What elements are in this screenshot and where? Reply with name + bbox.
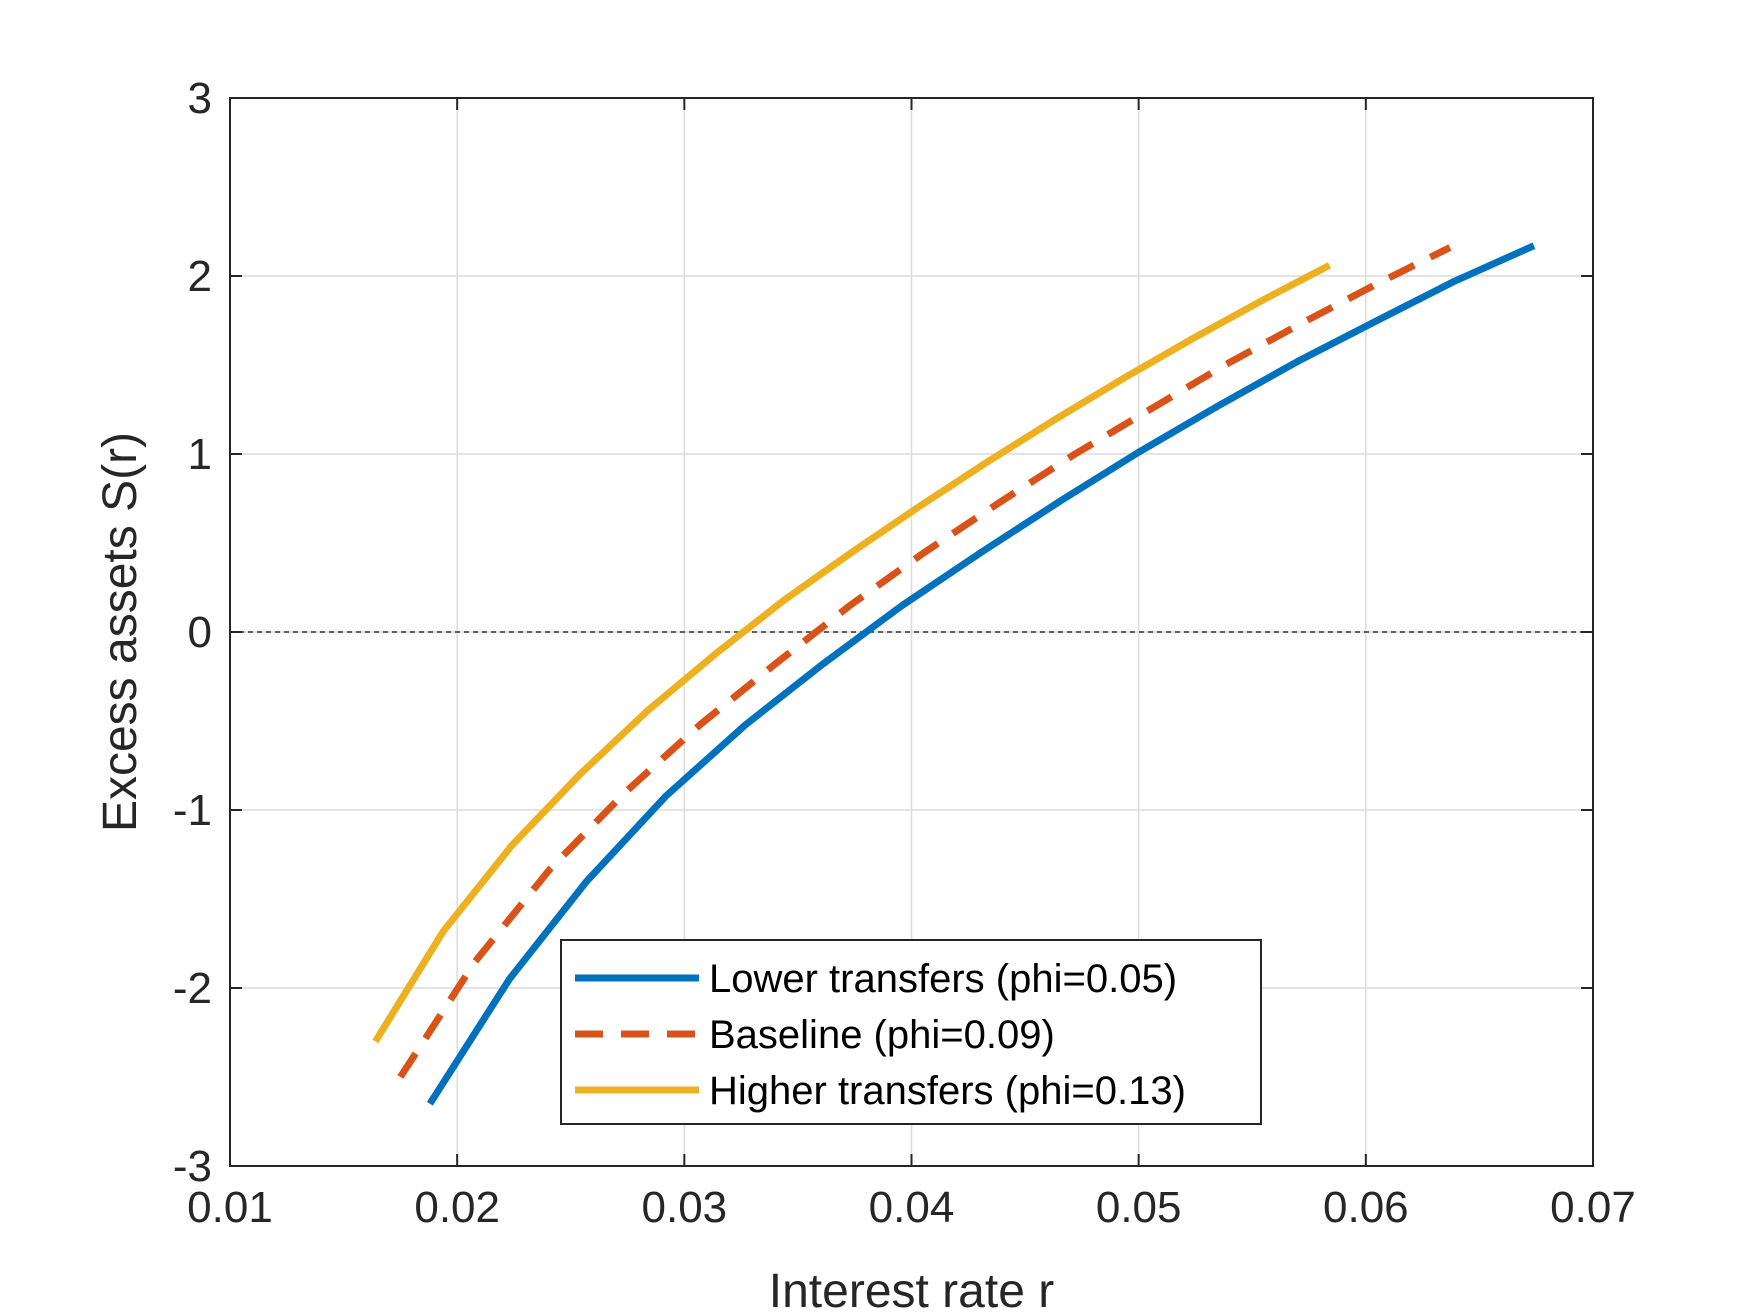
series-lines	[372, 242, 1536, 1106]
legend-label-0: Lower transfers (phi=0.05)	[709, 957, 1177, 1001]
y-tick-label-2: -1	[173, 786, 212, 835]
series-line-2	[372, 262, 1332, 1044]
series-line-0	[426, 242, 1536, 1106]
series-line-1	[397, 244, 1452, 1079]
x-tick-label-3: 0.04	[869, 1183, 955, 1232]
legend: Lower transfers (phi=0.05) Baseline (phi=…	[560, 939, 1262, 1125]
y-tick-label-4: 1	[188, 430, 212, 479]
y-tick-label-3: 0	[188, 608, 212, 657]
x-tick-label-1: 0.02	[414, 1183, 500, 1232]
axis-ticks	[229, 97, 1594, 1167]
x-tick-label-5: 0.06	[1323, 1183, 1409, 1232]
x-tick-label-6: 0.07	[1550, 1183, 1636, 1232]
legend-label-1: Baseline (phi=0.09)	[709, 1013, 1055, 1057]
y-tick-label-5: 2	[188, 252, 212, 301]
tick-labels: 0.01 0.02 0.03 0.04 0.05 0.06 0.07 -3 -2 -1 0 1 2 3	[173, 74, 1636, 1232]
y-tick-label-6: 3	[188, 74, 212, 123]
y-axis-label: Excess assets S(r)	[94, 432, 147, 832]
x-axis-label: Interest rate r	[769, 1265, 1054, 1313]
x-tick-label-0: 0.01	[187, 1183, 273, 1232]
x-tick-label-4: 0.05	[1096, 1183, 1182, 1232]
y-tick-label-0: -3	[173, 1142, 212, 1191]
y-tick-label-1: -2	[173, 964, 212, 1013]
x-tick-label-2: 0.03	[642, 1183, 728, 1232]
legend-label-2: Higher transfers (phi=0.13)	[709, 1069, 1186, 1113]
